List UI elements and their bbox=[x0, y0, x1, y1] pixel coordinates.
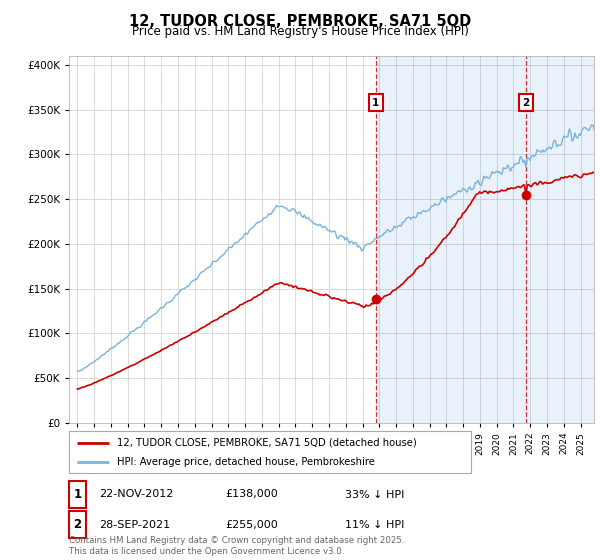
Text: 28-SEP-2021: 28-SEP-2021 bbox=[99, 520, 170, 530]
Text: 1: 1 bbox=[73, 488, 82, 501]
Text: 2: 2 bbox=[73, 518, 82, 531]
Text: 22-NOV-2012: 22-NOV-2012 bbox=[99, 489, 173, 500]
Text: 12, TUDOR CLOSE, PEMBROKE, SA71 5QD (detached house): 12, TUDOR CLOSE, PEMBROKE, SA71 5QD (det… bbox=[117, 437, 417, 447]
Text: HPI: Average price, detached house, Pembrokeshire: HPI: Average price, detached house, Pemb… bbox=[117, 457, 375, 467]
Text: 33% ↓ HPI: 33% ↓ HPI bbox=[345, 489, 404, 500]
Text: £255,000: £255,000 bbox=[225, 520, 278, 530]
Bar bbox=[376, 56, 598, 423]
Text: 11% ↓ HPI: 11% ↓ HPI bbox=[345, 520, 404, 530]
Text: 12, TUDOR CLOSE, PEMBROKE, SA71 5QD: 12, TUDOR CLOSE, PEMBROKE, SA71 5QD bbox=[129, 14, 471, 29]
Text: £138,000: £138,000 bbox=[225, 489, 278, 500]
Text: Contains HM Land Registry data © Crown copyright and database right 2025.
This d: Contains HM Land Registry data © Crown c… bbox=[69, 536, 404, 556]
Text: Price paid vs. HM Land Registry's House Price Index (HPI): Price paid vs. HM Land Registry's House … bbox=[131, 25, 469, 38]
Text: 2: 2 bbox=[522, 97, 530, 108]
Text: 1: 1 bbox=[372, 97, 380, 108]
